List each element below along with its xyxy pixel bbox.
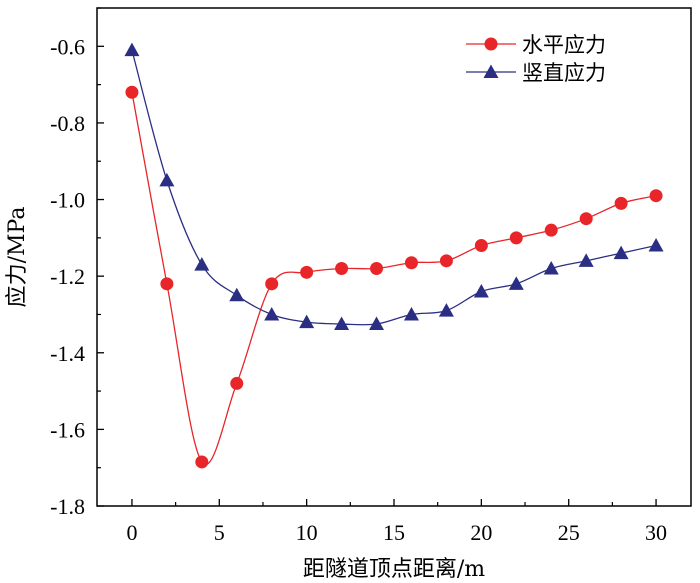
x-axis-title: 距隧道顶点距离/m: [303, 557, 485, 582]
data-point: [404, 256, 418, 270]
x-tick-label: 0: [126, 520, 137, 545]
data-point: [649, 189, 663, 203]
x-tick-label: 25: [558, 520, 580, 545]
y-axis-ticks: -0.6 -0.8 -1.0 -1.2 -1.4 -1.6 -1.8: [50, 7, 104, 519]
y-axis-title: 应力/MPa: [5, 207, 30, 308]
data-point: [300, 265, 314, 279]
y-tick-label: -1.0: [50, 188, 85, 213]
data-point: [370, 261, 384, 275]
legend-marker: [483, 64, 499, 78]
data-point: [125, 85, 139, 99]
data-point: [194, 257, 210, 271]
data-point: [509, 231, 523, 245]
y-tick-label: -1.2: [50, 264, 85, 289]
y-tick-label: -1.8: [50, 494, 85, 519]
y-tick-label: -0.6: [50, 34, 85, 59]
data-point: [299, 314, 315, 329]
data-point: [264, 306, 280, 321]
data-point: [648, 238, 664, 252]
x-axis-ticks: 0 5 10 15 20 25 30: [126, 499, 667, 545]
data-point: [578, 253, 594, 267]
data-point: [124, 42, 140, 57]
series-line: [131, 49, 657, 326]
y-tick-label: -0.8: [50, 111, 85, 136]
data-point: [229, 287, 245, 302]
x-tick-label: 30: [645, 520, 667, 545]
y-tick-label: -1.6: [50, 417, 85, 442]
data-point: [613, 245, 629, 260]
data-point: [335, 261, 349, 275]
legend-label: 水平应力: [522, 33, 606, 57]
data-point: [474, 239, 488, 253]
data-point: [369, 316, 385, 331]
legend-label: 竖直应力: [522, 61, 606, 85]
data-point: [543, 260, 559, 275]
data-point: [403, 306, 419, 321]
data-point: [544, 223, 558, 237]
data-point: [508, 276, 524, 290]
data-point: [438, 303, 454, 317]
data-point: [614, 196, 628, 210]
x-tick-label: 10: [296, 520, 318, 545]
y-tick-label: -1.4: [50, 341, 85, 366]
series-layer: [124, 42, 664, 469]
data-point: [439, 254, 453, 268]
data-point: [579, 212, 593, 226]
data-point: [473, 283, 489, 298]
data-point: [334, 316, 350, 331]
series-2: [124, 42, 664, 331]
data-point: [265, 277, 279, 291]
x-tick-label: 20: [470, 520, 492, 545]
data-point: [195, 455, 209, 469]
data-point: [159, 172, 175, 187]
x-tick-label: 15: [383, 520, 405, 545]
legend-marker: [484, 37, 498, 51]
data-point: [160, 277, 174, 291]
series-1: [125, 85, 663, 469]
x-tick-label: 5: [214, 520, 225, 545]
series-line: [131, 92, 657, 466]
data-point: [230, 376, 244, 390]
